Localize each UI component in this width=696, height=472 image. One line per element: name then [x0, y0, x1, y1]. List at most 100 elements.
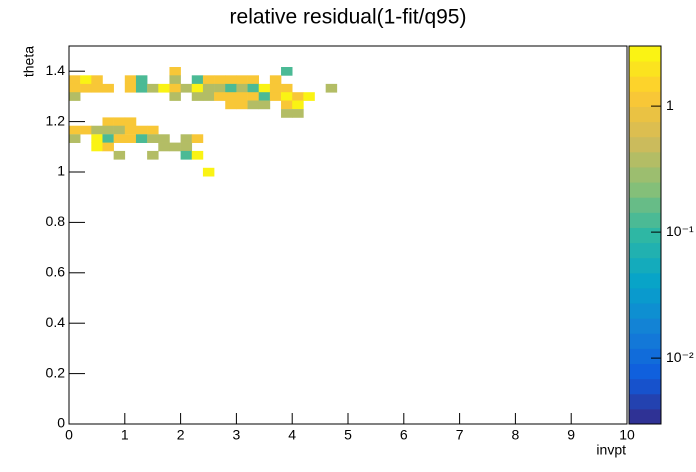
x-tick-label: 4: [288, 427, 296, 443]
heatmap-cell: [258, 100, 271, 110]
heatmap-cell: [102, 117, 114, 127]
chart-title: relative residual(1-fit/q95): [230, 6, 467, 29]
colorbar-band: [629, 182, 661, 198]
heatmap-cell: [124, 134, 137, 143]
heatmap-cell: [180, 142, 193, 152]
heatmap-cell: [91, 75, 103, 85]
colorbar-band: [629, 121, 661, 138]
y-tick-label: 1.2: [46, 112, 66, 128]
heatmap-cell: [202, 92, 215, 101]
heatmap-cell: [236, 83, 248, 93]
heatmap-cell: [158, 83, 170, 93]
heatmap-cell: [102, 125, 114, 135]
colorbar-tick-label: 10⁻²: [666, 349, 694, 365]
x-tick-label: 9: [567, 427, 575, 443]
heatmap-cell: [180, 150, 193, 160]
heatmap-cell: [225, 100, 237, 110]
heatmap-cell: [292, 92, 304, 101]
heatmap-cell: [91, 142, 103, 152]
heatmap-cell: [269, 92, 282, 101]
colorbar-band: [629, 333, 661, 349]
colorbar-band: [629, 136, 661, 153]
colorbar-band: [629, 151, 661, 168]
heatmap-cell: [281, 92, 293, 101]
heatmap-cell: [191, 92, 204, 101]
heatmap-cell: [258, 92, 271, 101]
heatmap-cell: [191, 83, 204, 93]
colorbar-band: [629, 408, 661, 425]
y-tick-label: 0.8: [46, 213, 66, 229]
heatmap-cell: [124, 75, 137, 85]
heatmap-cell: [202, 167, 215, 177]
heatmap-cell: [169, 83, 181, 93]
colorbar-band: [629, 166, 661, 183]
colorbar-band: [629, 348, 661, 365]
heatmap-cell: [325, 83, 338, 93]
heatmap-cell: [147, 134, 159, 143]
heatmap-cell: [69, 134, 81, 143]
colorbar-band: [629, 303, 661, 319]
colorbar-band: [629, 61, 661, 77]
colorbar-band: [629, 91, 661, 107]
colorbar-band: [629, 272, 661, 289]
x-tick-label: 10: [619, 427, 635, 443]
colorbar-band: [629, 287, 661, 304]
colorbar-tick-label: 10⁻¹: [666, 223, 694, 239]
heatmap-cell: [80, 83, 92, 93]
y-tick-label: 1.4: [46, 62, 66, 78]
heatmap-cell: [236, 92, 248, 101]
x-tick-label: 3: [233, 427, 241, 443]
heatmap-cell: [135, 83, 148, 93]
x-axis-label: invpt: [596, 442, 626, 458]
heatmap-cell: [113, 150, 126, 160]
heatmap-cell: [247, 100, 260, 110]
heatmap-cell: [258, 83, 271, 93]
heatmap-cell: [169, 92, 181, 101]
heatmap-cell: [281, 100, 293, 110]
colorbar-band: [629, 212, 661, 228]
heatmap-cell: [214, 75, 226, 85]
heatmap-cell: [236, 100, 248, 110]
y-tick-label: 0.4: [46, 314, 66, 330]
heatmap-cell: [214, 83, 226, 93]
heatmap-cell: [281, 83, 293, 93]
x-tick-label: 8: [512, 427, 520, 443]
heatmap-cell: [91, 125, 103, 135]
colorbar-band: [629, 197, 661, 213]
x-tick-label: 5: [344, 427, 352, 443]
heatmap-cell: [69, 75, 81, 85]
colorbar-band: [629, 378, 661, 395]
heatmap-cell: [102, 142, 114, 152]
colorbar-band: [629, 227, 661, 244]
colorbar-band: [629, 242, 661, 259]
heatmap-cell: [91, 83, 103, 93]
heatmap-cell: [91, 134, 103, 143]
heatmap-cell: [214, 92, 226, 101]
heatmap-cell: [113, 117, 126, 127]
heatmap-cell: [180, 134, 193, 143]
y-axis-label: theta: [21, 46, 37, 77]
heatmap-cell: [281, 109, 293, 118]
heatmap-cell: [80, 75, 92, 85]
heatmap-cell: [303, 92, 315, 101]
heatmap-cell: [202, 75, 215, 85]
x-tick-label: 2: [177, 427, 185, 443]
heatmap-cell: [69, 125, 81, 135]
heatmap-cell: [247, 92, 260, 101]
heatmap-cell: [124, 83, 137, 93]
heatmap-cell: [225, 92, 237, 101]
plot-frame: [68, 45, 628, 425]
heatmap-cell: [135, 125, 148, 135]
heatmap-cell: [158, 134, 170, 143]
heatmap-cell: [281, 67, 293, 76]
heatmap-cell: [135, 75, 148, 85]
colorbar-band: [629, 106, 661, 123]
heatmap-cell: [292, 109, 304, 118]
heatmap-cell: [191, 150, 204, 160]
heatmap-cell: [191, 134, 204, 143]
heatmap-cell: [124, 125, 137, 135]
heatmap-cell: [158, 142, 170, 152]
heatmap-cell: [169, 142, 181, 152]
colorbar-tick-label: 1: [666, 97, 674, 113]
